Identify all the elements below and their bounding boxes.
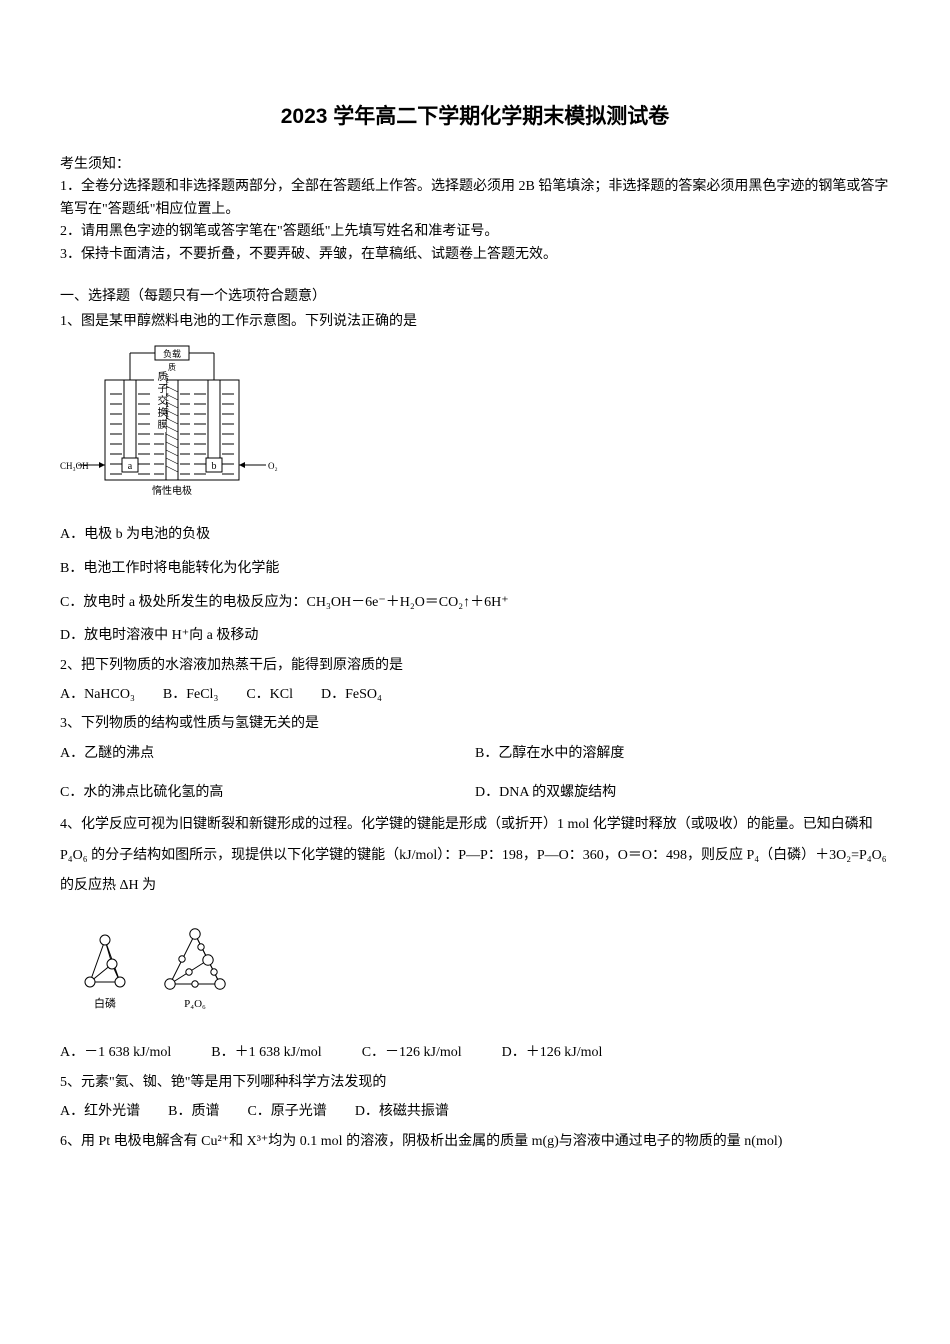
question-6: 6、用 Pt 电极电解含有 Cu²⁺和 X³⁺均为 0.1 mol 的溶液，阴极… xyxy=(60,1129,890,1154)
phosphorus-diagram: 白磷 xyxy=(60,912,260,1022)
instructions-heading: 考生须知： xyxy=(60,154,890,176)
left-inlet-label: CH₃OH xyxy=(60,461,89,471)
fuel-cell-diagram: 负载 xyxy=(60,344,280,504)
right-inlet-label: O₂ xyxy=(268,461,278,471)
option-b: B．＋1 638 kJ/mol xyxy=(211,1036,321,1070)
page-title: 2023 学年高二下学期化学期末模拟测试卷 xyxy=(60,100,890,130)
question-stem: 1、图是某甲醇燃料电池的工作示意图。下列说法正确的是 xyxy=(60,309,890,334)
section-heading: 一、选择题（每题只有一个选项符合题意） xyxy=(60,284,890,309)
load-label: 负载 xyxy=(163,348,181,359)
option-b: B．电池工作时将电能转化为化学能 xyxy=(60,552,890,586)
option-b: B．FeCl₃ xyxy=(163,678,218,712)
option-a: A．乙醚的沸点 xyxy=(60,737,475,771)
option-c: C．水的沸点比硫化氢的高 xyxy=(60,776,475,810)
option-d: D．放电时溶液中 H⁺向 a 极移动 xyxy=(60,619,890,653)
option-d: D．FeSO₄ xyxy=(321,678,382,712)
p4o6-label: P₄O₆ xyxy=(184,998,206,1010)
membrane-label-text: 质子交换膜 xyxy=(154,370,166,432)
option-a: A．－1 638 kJ/mol xyxy=(60,1036,171,1070)
question-4: 4、化学反应可视为旧键断裂和新键形成的过程。化学键的键能是形成（或折开）1 mo… xyxy=(60,810,890,1070)
option-d: D．DNA 的双螺旋结构 xyxy=(475,776,890,810)
option-c: C．放电时 a 极处所发生的电极反应为：CH₃OH－6e⁻＋H₂O＝CO₂↑＋6… xyxy=(60,586,890,620)
option-b: B．乙醇在水中的溶解度 xyxy=(475,737,890,771)
question-stem: 6、用 Pt 电极电解含有 Cu²⁺和 X³⁺均为 0.1 mol 的溶液，阴极… xyxy=(60,1129,890,1154)
option-d: D．＋126 kJ/mol xyxy=(502,1036,603,1070)
option-c: C．原子光谱 xyxy=(247,1095,326,1129)
electrode-a-label: a xyxy=(128,461,133,472)
instruction-line: 2．请用黑色字迹的钢笔或答字笔在"答题纸"上先填写姓名和准考证号。 xyxy=(60,221,890,243)
option-c: C．KCl xyxy=(246,678,293,712)
option-a: A．红外光谱 xyxy=(60,1095,140,1129)
instructions-block: 考生须知： 1．全卷分选择题和非选择题两部分，全部在答题纸上作答。选择题必须用 … xyxy=(60,154,890,266)
question-5: 5、元素"氦、铷、铯"等是用下列哪种科学方法发现的 A．红外光谱 B．质谱 C．… xyxy=(60,1070,890,1129)
white-p-label: 白磷 xyxy=(94,996,116,1010)
instruction-line: 3．保持卡面清洁，不要折叠，不要弄破、弄皱，在草稿纸、试题卷上答题无效。 xyxy=(60,244,890,266)
instruction-line: 1．全卷分选择题和非选择题两部分，全部在答题纸上作答。选择题必须用 2B 铅笔填… xyxy=(60,176,890,221)
option-b: B．质谱 xyxy=(168,1095,219,1129)
option-c: C．－126 kJ/mol xyxy=(362,1036,462,1070)
inert-electrode-label: 惰性电极 xyxy=(152,484,192,497)
question-stem: 5、元素"氦、铷、铯"等是用下列哪种科学方法发现的 xyxy=(60,1070,890,1095)
question-stem: 2、把下列物质的水溶液加热蒸干后，能得到原溶质的是 xyxy=(60,653,890,678)
question-3: 3、下列物质的结构或性质与氢键无关的是 A．乙醚的沸点 B．乙醇在水中的溶解度 … xyxy=(60,711,890,809)
option-d: D．核磁共振谱 xyxy=(355,1095,449,1129)
question-1: 1、图是某甲醇燃料电池的工作示意图。下列说法正确的是 负载 xyxy=(60,309,890,653)
question-2: 2、把下列物质的水溶液加热蒸干后，能得到原溶质的是 A．NaHCO₃ B．FeC… xyxy=(60,653,890,712)
svg-text:质: 质 xyxy=(168,362,176,372)
question-stem: 4、化学反应可视为旧键断裂和新键形成的过程。化学键的键能是形成（或折开）1 mo… xyxy=(60,810,890,902)
option-a: A．电极 b 为电池的负极 xyxy=(60,518,890,552)
question-stem: 3、下列物质的结构或性质与氢键无关的是 xyxy=(60,711,890,736)
option-a: A．NaHCO₃ xyxy=(60,678,135,712)
electrode-b-label: b xyxy=(212,461,217,472)
